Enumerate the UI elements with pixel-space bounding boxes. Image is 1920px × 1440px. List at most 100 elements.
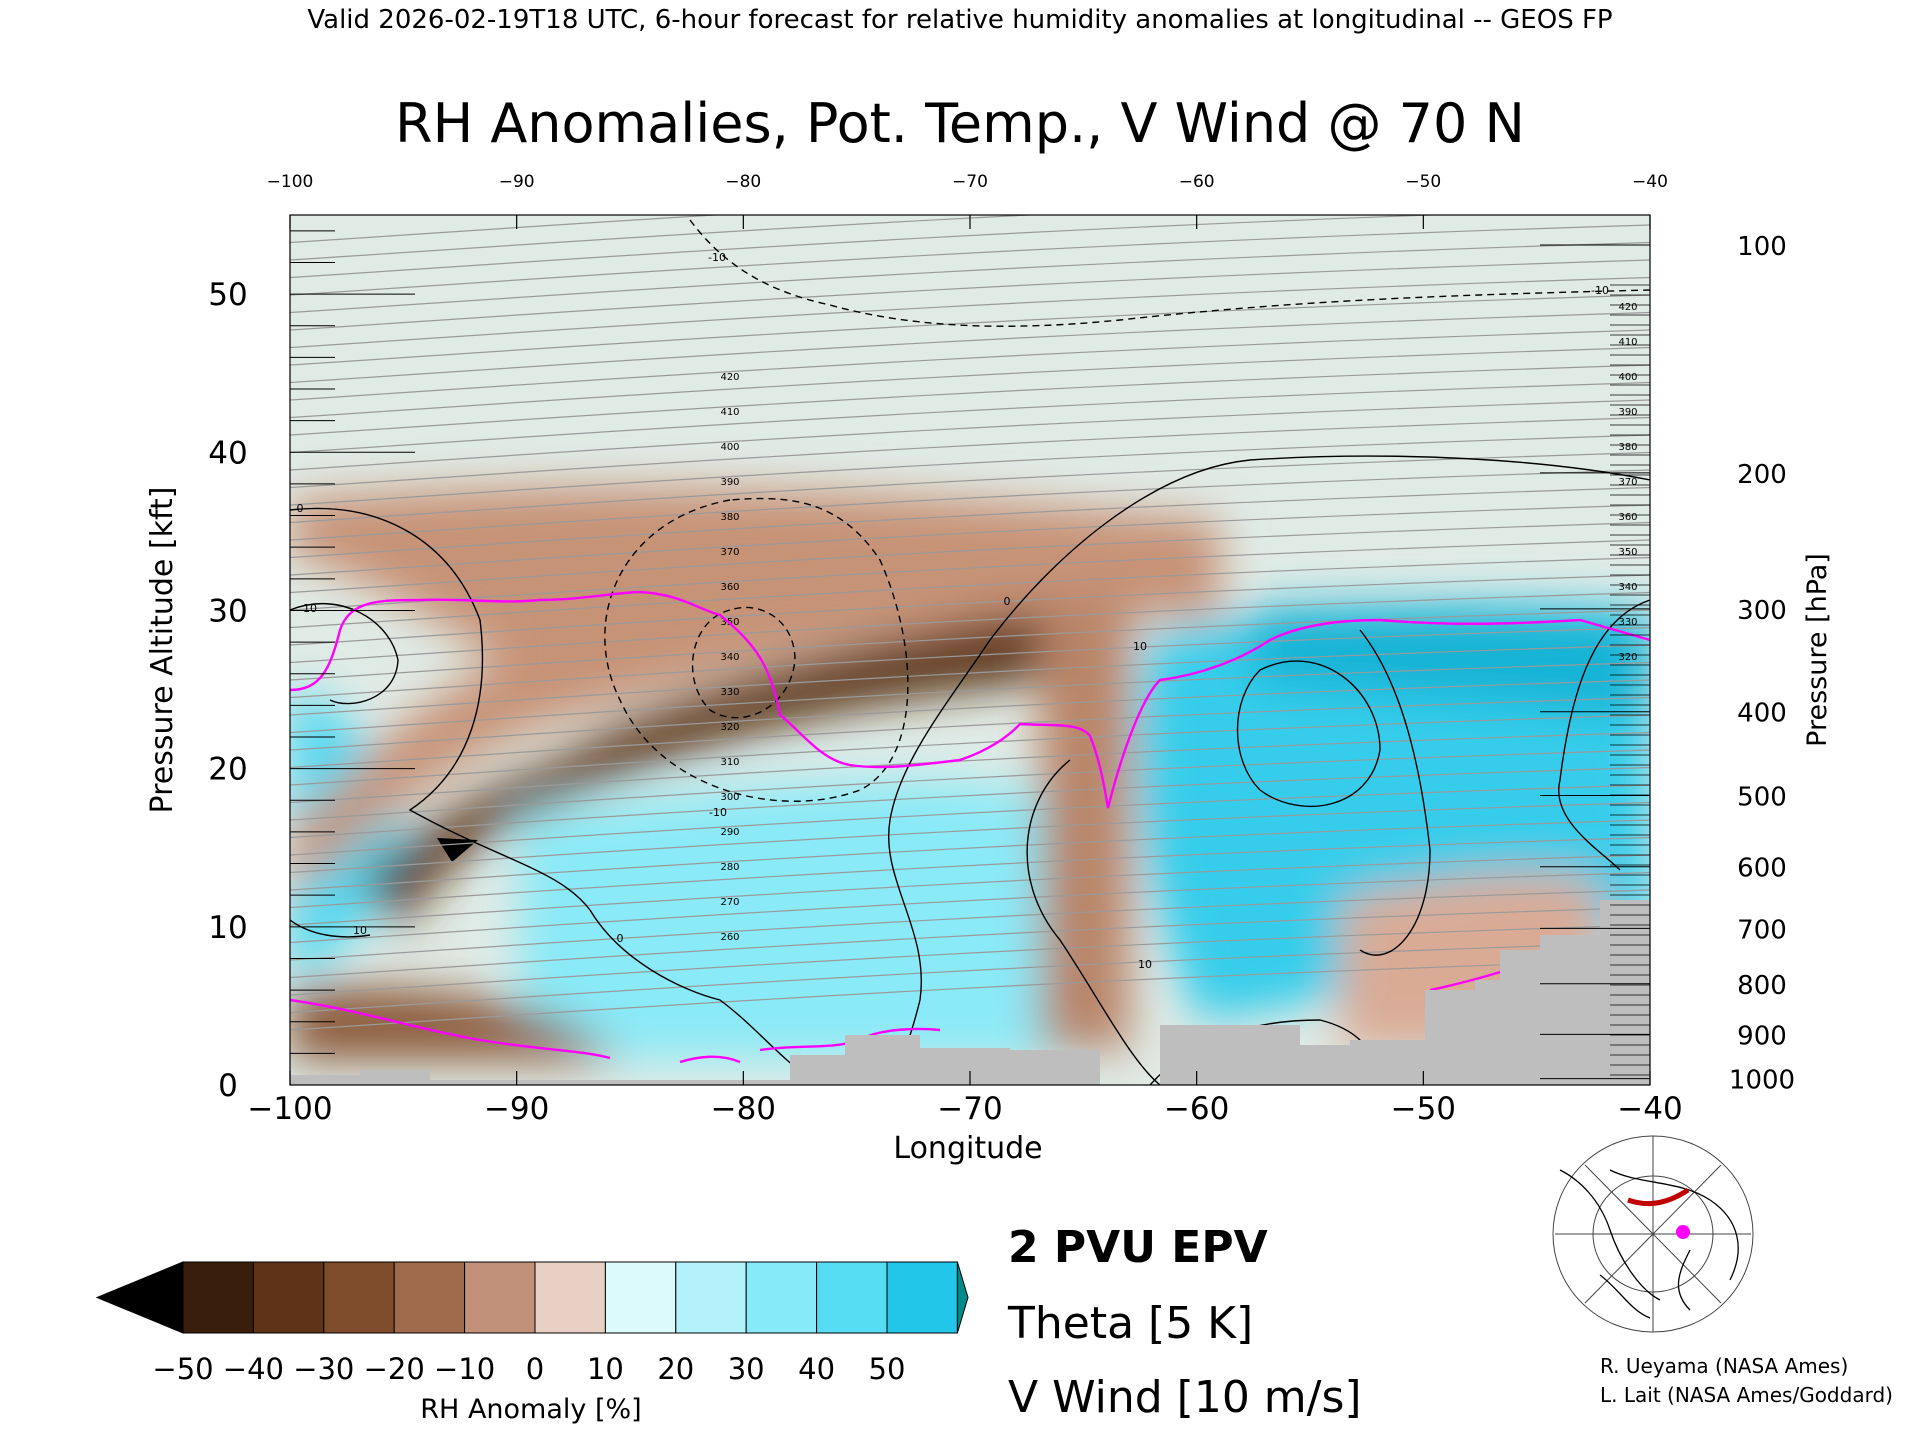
colorbar-tick-label: 40	[798, 1352, 835, 1386]
y-tick-label: 30	[208, 593, 247, 629]
colorbar-tick-label: 30	[728, 1352, 765, 1386]
x-tick-label: −90	[484, 1091, 549, 1127]
theta-contours	[290, 215, 1650, 1031]
theta-label: 400	[1618, 372, 1637, 383]
map-coastlines	[1559, 1169, 1739, 1319]
theta-contour	[290, 215, 726, 244]
colorbar-segment	[745, 1261, 818, 1334]
rh-positive-region-east-core	[1250, 605, 1650, 720]
theta-contour	[290, 451, 1650, 524]
x-axis-top: −100 −90 −80 −70 −60 −50 −40	[267, 172, 1668, 229]
theta-contour	[290, 416, 1650, 489]
theta-contour	[290, 381, 1650, 454]
theta-contour	[290, 346, 1650, 419]
theta-label: 370	[720, 547, 739, 558]
theta-contour	[290, 434, 1650, 506]
vwind-label: 10	[353, 924, 367, 937]
theta-contour	[290, 766, 1650, 839]
colorbar-low-arrow	[95, 1261, 184, 1334]
theta-label: 400	[720, 442, 739, 453]
theta-label: 290	[720, 827, 739, 838]
x-tick-label: −80	[711, 1091, 776, 1127]
map-meridians	[1555, 1136, 1751, 1332]
colorbar-segment	[534, 1261, 606, 1334]
theta-label: 420	[1618, 302, 1637, 313]
epv-contour-tropopause	[290, 590, 1650, 809]
colorbar-segment	[182, 1261, 254, 1334]
pressure-tick-label: 100	[1737, 232, 1787, 262]
theta-contour	[290, 486, 1650, 559]
vwind-label: 0	[297, 502, 304, 515]
chart-title: RH Anomalies, Pot. Temp., V Wind @ 70 N	[395, 92, 1525, 155]
theta-contour	[290, 801, 1650, 874]
vwind-label: -10	[708, 251, 726, 264]
theta-contour	[290, 311, 1650, 384]
x-top-tick-label: −100	[267, 172, 314, 192]
colorbar-tick-label: −40	[223, 1352, 284, 1386]
theta-label: 410	[720, 407, 739, 418]
pressure-tick-label: 200	[1737, 460, 1787, 490]
x-top-tick-label: −40	[1632, 172, 1668, 192]
theta-label: 320	[1618, 652, 1637, 663]
locator-map	[1552, 1135, 1754, 1333]
theta-contour	[290, 871, 1650, 944]
pressure-tick-label: 1000	[1729, 1066, 1795, 1096]
theta-contour	[290, 854, 1650, 926]
theta-label: 350	[1618, 547, 1637, 558]
vwind-contour-zero-center	[879, 455, 1650, 1085]
y-tick-label: 40	[208, 435, 247, 471]
vwind-contour-dashed-inner	[691, 606, 796, 719]
y-axis-label-right: Pressure [hPa]	[1802, 553, 1833, 747]
theta-label: 280	[720, 862, 739, 873]
x-tick-label: −100	[247, 1091, 332, 1127]
vwind-label: 10	[303, 602, 317, 615]
pressure-tick-label: 800	[1737, 971, 1787, 1001]
theta-contour	[290, 749, 1650, 821]
vwind-contour-dashed-loop	[604, 497, 909, 802]
theta-contour	[290, 731, 1650, 804]
pressure-tick-label: 700	[1737, 915, 1787, 945]
theta-contour	[290, 215, 1446, 279]
rh-negative-surface	[290, 987, 620, 1060]
colorbar-tick-label: −50	[152, 1352, 213, 1386]
vwind-contour-ten-center	[1026, 759, 1161, 1085]
colorbar-tick-label: 20	[657, 1352, 694, 1386]
theta-contour	[290, 294, 1650, 366]
theta-label: 360	[720, 582, 739, 593]
credit-line-2: L. Lait (NASA Ames/Goddard)	[1600, 1383, 1893, 1407]
x-tick-label: −40	[1617, 1091, 1682, 1127]
theta-label: 260	[720, 932, 739, 943]
theta-label: 340	[1618, 582, 1637, 593]
map-location-dot	[1676, 1225, 1690, 1239]
colorbar-segment	[464, 1261, 536, 1334]
colorbar-segment	[816, 1261, 888, 1334]
theta-contour	[290, 224, 1650, 296]
rh-minimum-marker	[437, 838, 478, 862]
terrain-mask	[290, 900, 1650, 1085]
y-tick-label: 50	[208, 277, 247, 313]
plot-area: 260 270 280 290 300 310 320 320 330 330 340 340 350 3…	[290, 215, 1650, 1085]
vwind-label: -10	[1591, 284, 1609, 297]
vwind-contours	[290, 219, 1650, 1085]
x-tick-label: −60	[1164, 1091, 1229, 1127]
theta-label: 320	[720, 722, 739, 733]
colorbar-tick-label: 0	[526, 1352, 544, 1386]
theta-contour	[290, 906, 1650, 979]
legend-vwind: V Wind [10 m/s]	[1008, 1372, 1362, 1423]
colorbar-label: RH Anomaly [%]	[420, 1394, 641, 1425]
rh-negative-band-upper	[290, 486, 1220, 900]
pressure-tick-label: 500	[1737, 783, 1787, 813]
vwind-contour-ten-southeast	[1359, 629, 1431, 956]
theta-contour	[290, 591, 1650, 664]
theta-contour	[290, 819, 1650, 891]
x-tick-label: −70	[937, 1091, 1002, 1127]
epv-contour-lower-west	[290, 998, 611, 1060]
x-tick-label: −50	[1391, 1091, 1456, 1127]
pressure-tick-label: 900	[1737, 1021, 1787, 1051]
pressure-tick-label: 600	[1737, 854, 1787, 884]
theta-contour	[290, 259, 1650, 331]
credit-line-1: R. Ueyama (NASA Ames)	[1600, 1354, 1848, 1378]
theta-contour	[290, 574, 1650, 646]
colorbar-tick-label: −30	[293, 1352, 354, 1386]
colorbar-segment	[323, 1261, 395, 1334]
